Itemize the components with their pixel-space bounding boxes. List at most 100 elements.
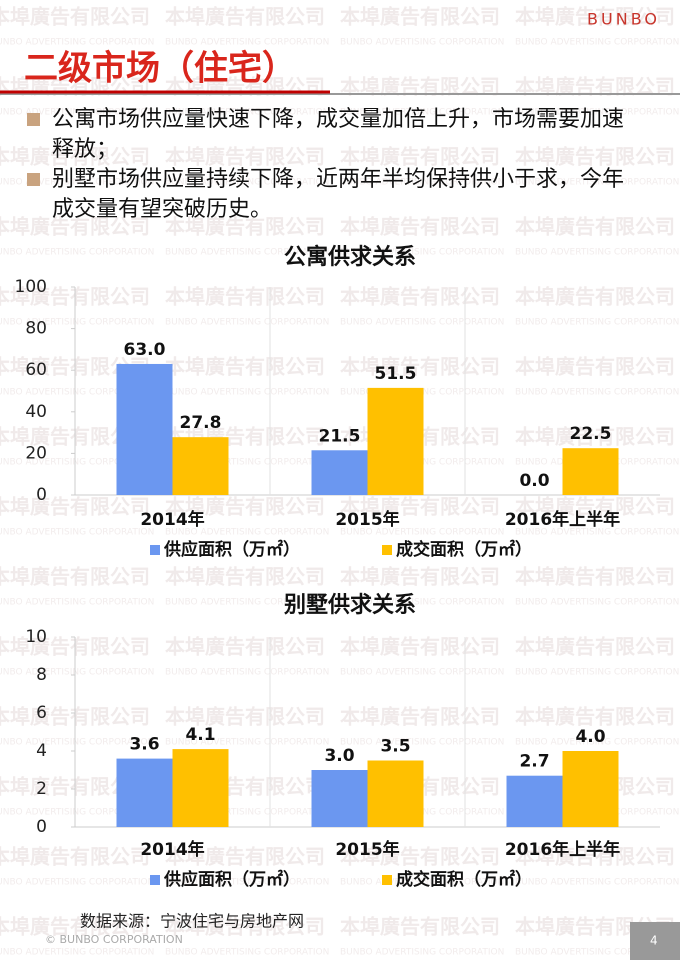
watermark: 本埠廣告有限公司 [515, 355, 675, 379]
data-label: 3.0 [324, 746, 354, 766]
source: 数据来源：宁波住宅与房地产网 [80, 912, 304, 931]
bullet-marker [27, 173, 40, 186]
y-tick-label: 60 [25, 360, 47, 380]
watermark: 本埠廣告有限公司 [0, 215, 150, 239]
watermark: BUNBO ADVERTISING CORPORATION [165, 458, 329, 468]
watermark: 本埠廣告有限公司 [0, 495, 150, 519]
watermark: BUNBO ADVERTISING CORPORATION [515, 668, 679, 678]
y-tick-label: 0 [36, 817, 47, 837]
watermark: BUNBO ADVERTISING CORPORATION [340, 108, 504, 118]
watermark: BUNBO ADVERTISING CORPORATION [0, 738, 154, 748]
watermark: 本埠廣告有限公司 [515, 5, 675, 29]
watermark: BUNBO ADVERTISING CORPORATION [340, 948, 504, 958]
watermark: BUNBO ADVERTISING CORPORATION [515, 598, 679, 608]
x-tick-label: 2014年 [140, 839, 204, 860]
bar [116, 758, 173, 827]
data-label: 27.8 [180, 413, 222, 433]
legend-label: 成交面积（万㎡） [396, 539, 532, 560]
watermark: BUNBO ADVERTISING CORPORATION [515, 178, 679, 188]
watermark: BUNBO ADVERTISING CORPORATION [515, 948, 679, 958]
watermark: 本埠廣告有限公司 [165, 145, 325, 169]
data-label: 63.0 [124, 340, 166, 360]
watermark: 本埠廣告有限公司 [0, 145, 150, 169]
watermark: 本埠廣告有限公司 [340, 355, 500, 379]
y-tick-label: 2 [36, 779, 47, 799]
watermark: BUNBO ADVERTISING CORPORATION [340, 528, 504, 538]
chart-title: 别墅供求关系 [283, 592, 416, 618]
watermark: BUNBO ADVERTISING CORPORATION [515, 528, 679, 538]
chart-title: 公寓供求关系 [284, 244, 416, 270]
watermark: BUNBO ADVERTISING CORPORATION [0, 878, 154, 888]
watermark: BUNBO ADVERTISING CORPORATION [515, 248, 679, 258]
watermark: 本埠廣告有限公司 [515, 635, 675, 659]
legend-swatch [382, 545, 392, 555]
watermark: BUNBO ADVERTISING CORPORATION [0, 598, 154, 608]
watermark: BUNBO ADVERTISING CORPORATION [0, 178, 154, 188]
watermark: 本埠廣告有限公司 [0, 565, 150, 589]
watermark: 本埠廣告有限公司 [165, 705, 325, 729]
bar [562, 448, 619, 495]
watermark: 本埠廣告有限公司 [340, 705, 500, 729]
watermark: BUNBO ADVERTISING CORPORATION [0, 458, 154, 468]
watermark: BUNBO ADVERTISING CORPORATION [165, 318, 329, 328]
watermark: 本埠廣告有限公司 [165, 845, 325, 869]
watermark: 本埠廣告有限公司 [340, 145, 500, 169]
x-tick-label: 2016年上半年 [505, 509, 620, 530]
watermark: BUNBO ADVERTISING CORPORATION [0, 318, 154, 328]
watermark: 本埠廣告有限公司 [165, 495, 325, 519]
x-tick-label: 2015年 [335, 839, 399, 860]
watermark: BUNBO ADVERTISING CORPORATION [165, 528, 329, 538]
watermark: BUNBO ADVERTISING CORPORATION [0, 668, 154, 678]
y-tick-label: 100 [15, 277, 47, 297]
watermark: BUNBO ADVERTISING CORPORATION [515, 318, 679, 328]
data-label: 22.5 [570, 424, 612, 444]
watermark: 本埠廣告有限公司 [165, 635, 325, 659]
watermark: BUNBO ADVERTISING CORPORATION [340, 738, 504, 748]
watermark: BUNBO ADVERTISING CORPORATION [515, 388, 679, 398]
watermark: BUNBO ADVERTISING CORPORATION [0, 38, 154, 48]
page-title: 二级市场（住宅） [24, 49, 296, 89]
legend-label: 供应面积（万㎡） [163, 869, 300, 890]
watermark: BUNBO ADVERTISING CORPORATION [340, 318, 504, 328]
watermark: BUNBO ADVERTISING CORPORATION [0, 528, 154, 538]
bullet-text: 别墅市场供应量持续下降，近两年半均保持供小于求，今年成交量有望突破历史。 [52, 167, 624, 222]
watermark: BUNBO ADVERTISING CORPORATION [165, 738, 329, 748]
page-number-box [630, 922, 680, 960]
x-tick-label: 2015年 [335, 509, 399, 530]
bullet-marker [27, 113, 40, 126]
watermark: BUNBO ADVERTISING CORPORATION [165, 388, 329, 398]
bar [172, 437, 229, 495]
watermark: 本埠廣告有限公司 [340, 635, 500, 659]
bar [116, 363, 173, 495]
watermark: BUNBO ADVERTISING CORPORATION [340, 38, 504, 48]
watermark: 本埠廣告有限公司 [340, 215, 500, 239]
watermark: 本埠廣告有限公司 [515, 425, 675, 449]
watermark: 本埠廣告有限公司 [515, 285, 675, 309]
watermark: 本埠廣告有限公司 [515, 565, 675, 589]
legend-swatch [150, 545, 160, 555]
watermark: 本埠廣告有限公司 [0, 845, 150, 869]
watermark: 本埠廣告有限公司 [515, 845, 675, 869]
y-tick-label: 6 [36, 703, 47, 723]
bar [367, 387, 424, 495]
watermark: BUNBO ADVERTISING CORPORATION [515, 738, 679, 748]
watermark: 本埠廣告有限公司 [165, 285, 325, 309]
watermark: 本埠廣告有限公司 [340, 495, 500, 519]
watermark: 本埠廣告有限公司 [340, 915, 500, 939]
watermark: BUNBO ADVERTISING CORPORATION [165, 948, 329, 958]
watermark: 本埠廣告有限公司 [165, 5, 325, 29]
watermark: 本埠廣告有限公司 [340, 285, 500, 309]
watermark: 本埠廣告有限公司 [515, 145, 675, 169]
watermark: 本埠廣告有限公司 [165, 915, 325, 939]
watermark: 本埠廣告有限公司 [0, 915, 150, 939]
page-number: 4 [650, 934, 658, 948]
x-tick-label: 2016年上半年 [505, 839, 620, 860]
watermark: 本埠廣告有限公司 [515, 705, 675, 729]
legend-swatch [150, 875, 160, 885]
watermark: BUNBO ADVERTISING CORPORATION [165, 668, 329, 678]
legend-swatch [382, 875, 392, 885]
watermark: BUNBO ADVERTISING CORPORATION [0, 948, 154, 958]
y-tick-label: 10 [25, 627, 47, 647]
watermark: BUNBO ADVERTISING CORPORATION [0, 388, 154, 398]
watermark: BUNBO ADVERTISING CORPORATION [515, 38, 679, 48]
